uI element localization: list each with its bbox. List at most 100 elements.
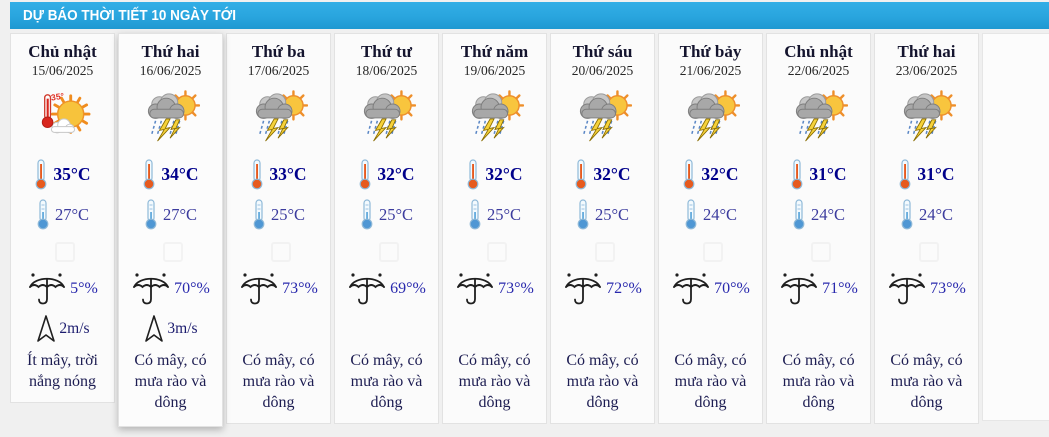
thermometer-low-icon bbox=[253, 199, 265, 230]
wind-speed-value: 3m/s bbox=[167, 320, 198, 337]
rain-probability-value: 73°% bbox=[282, 280, 318, 297]
low-temp-value: 25°C bbox=[378, 204, 414, 224]
day-card[interactable]: Chủ nhật 15/06/2025 bbox=[10, 33, 115, 404]
low-temp-row: 25°C bbox=[446, 199, 543, 230]
storm-rain-sun-icon bbox=[903, 90, 956, 142]
low-temp-row: 25°C bbox=[230, 199, 327, 230]
watermark-spacer bbox=[770, 230, 867, 272]
wind-row: 2m/s bbox=[14, 310, 111, 348]
high-temp-value: 34°C bbox=[161, 164, 199, 184]
weather-icon-wrap bbox=[446, 87, 543, 145]
day-date: 21/06/2025 bbox=[679, 63, 742, 78]
day-card[interactable]: Thứ hai 16/06/2025 bbox=[118, 33, 223, 428]
wind-row bbox=[770, 310, 867, 348]
day-name: Thứ tư bbox=[360, 42, 413, 61]
day-name: Chủ nhật bbox=[28, 42, 97, 61]
thermometer-high-icon bbox=[252, 159, 263, 190]
watermark-spacer bbox=[230, 230, 327, 272]
rain-row: 70°% bbox=[122, 272, 219, 306]
forecast-columns: Chủ nhật 15/06/2025 bbox=[10, 33, 1049, 428]
day-date: 20/06/2025 bbox=[571, 63, 634, 78]
wind-row bbox=[230, 310, 327, 348]
watermark-spacer bbox=[446, 230, 543, 272]
high-temp-row: 34°C bbox=[122, 159, 219, 190]
rain-row: 73°% bbox=[230, 272, 327, 306]
thermometer-low-icon bbox=[577, 199, 589, 230]
high-temp-value: 32°C bbox=[593, 164, 631, 184]
forecast-header: DỰ BÁO THỜI TIẾT 10 NGÀY TỚI bbox=[10, 2, 1049, 29]
day-card[interactable]: Thứ hai 23/06/2025 bbox=[874, 33, 979, 425]
rain-row: 71°% bbox=[770, 272, 867, 306]
low-temp-row: 25°C bbox=[554, 199, 651, 230]
low-temp-value: 25°C bbox=[270, 204, 306, 224]
high-temp-row: 31°C bbox=[878, 159, 975, 190]
watermark-spacer bbox=[554, 230, 651, 272]
day-name: Chủ nhật bbox=[784, 42, 853, 61]
wind-row bbox=[662, 310, 759, 348]
day-card[interactable]: Thứ sáu 20/06/2025 bbox=[550, 33, 655, 425]
day-card[interactable]: Thứ ba 17/06/2025 bbox=[226, 33, 331, 425]
thermometer-low-icon bbox=[361, 199, 373, 230]
partial-day-card[interactable] bbox=[982, 33, 1049, 421]
rain-probability-value: 72°% bbox=[606, 280, 642, 297]
weather-description: Có mây, có mưa rào và dông bbox=[458, 352, 531, 412]
low-temp-row: 24°C bbox=[878, 199, 975, 230]
rain-row: 72°% bbox=[554, 272, 651, 306]
day-card[interactable]: Thứ bảy 21/06/2025 bbox=[658, 33, 763, 425]
umbrella-icon bbox=[781, 273, 818, 305]
rain-probability-value: 69°% bbox=[390, 280, 426, 297]
day-date: 22/06/2025 bbox=[787, 63, 850, 78]
umbrella-icon bbox=[133, 273, 170, 305]
day-card[interactable]: Thứ tư 18/06/2025 bbox=[334, 33, 439, 425]
wind-arrow-icon bbox=[145, 315, 164, 342]
day-date: 23/06/2025 bbox=[895, 63, 958, 78]
day-card[interactable]: Chủ nhật 22/06/2025 bbox=[766, 33, 871, 425]
thermometer-high-icon bbox=[900, 159, 911, 190]
rain-row: 70°% bbox=[662, 272, 759, 306]
high-temp-row: 32°C bbox=[662, 159, 759, 190]
high-temp-value: 35°C bbox=[53, 164, 91, 184]
day-name: Thứ năm bbox=[460, 42, 529, 61]
weather-description: Có mây, có mưa rào và dông bbox=[242, 352, 315, 412]
rain-probability-value: 71°% bbox=[822, 280, 858, 297]
wind-row bbox=[878, 310, 975, 348]
umbrella-icon bbox=[889, 273, 926, 305]
high-temp-value: 32°C bbox=[701, 164, 739, 184]
high-temp-row: 32°C bbox=[338, 159, 435, 190]
day-card[interactable]: Thứ năm 19/06/2025 bbox=[442, 33, 547, 425]
low-temp-row: 25°C bbox=[338, 199, 435, 230]
wind-row bbox=[446, 310, 543, 348]
day-name: Thứ bảy bbox=[679, 42, 742, 61]
umbrella-icon bbox=[457, 273, 494, 305]
day-date: 17/06/2025 bbox=[247, 63, 310, 78]
low-temp-row: 24°C bbox=[662, 199, 759, 230]
weather-icon-wrap: 35° bbox=[14, 87, 111, 145]
storm-rain-sun-icon bbox=[471, 90, 524, 142]
high-temp-value: 31°C bbox=[917, 164, 955, 184]
watermark-spacer bbox=[662, 230, 759, 272]
thermometer-high-icon bbox=[576, 159, 587, 190]
rain-row: 73°% bbox=[446, 272, 543, 306]
low-temp-row: 24°C bbox=[770, 199, 867, 230]
high-temp-row: 32°C bbox=[446, 159, 543, 190]
low-temp-row: 27°C bbox=[122, 199, 219, 230]
high-temp-row: 31°C bbox=[770, 159, 867, 190]
watermark-spacer bbox=[878, 230, 975, 272]
low-temp-value: 24°C bbox=[702, 204, 738, 224]
high-temp-value: 32°C bbox=[377, 164, 415, 184]
umbrella-icon bbox=[29, 273, 66, 305]
rain-row: 69°% bbox=[338, 272, 435, 306]
rain-probability-value: 70°% bbox=[174, 280, 210, 297]
weather-icon-wrap bbox=[878, 87, 975, 145]
rain-row: 5°% bbox=[14, 272, 111, 306]
umbrella-icon bbox=[565, 273, 602, 305]
rain-probability-value: 5°% bbox=[70, 280, 98, 297]
day-date: 18/06/2025 bbox=[355, 63, 418, 78]
day-date: 16/06/2025 bbox=[139, 63, 202, 78]
high-temp-value: 31°C bbox=[809, 164, 847, 184]
low-temp-value: 25°C bbox=[594, 204, 630, 224]
storm-rain-sun-icon bbox=[255, 90, 308, 142]
storm-rain-sun-icon bbox=[687, 90, 740, 142]
low-temp-value: 25°C bbox=[486, 204, 522, 224]
day-date: 19/06/2025 bbox=[463, 63, 526, 78]
